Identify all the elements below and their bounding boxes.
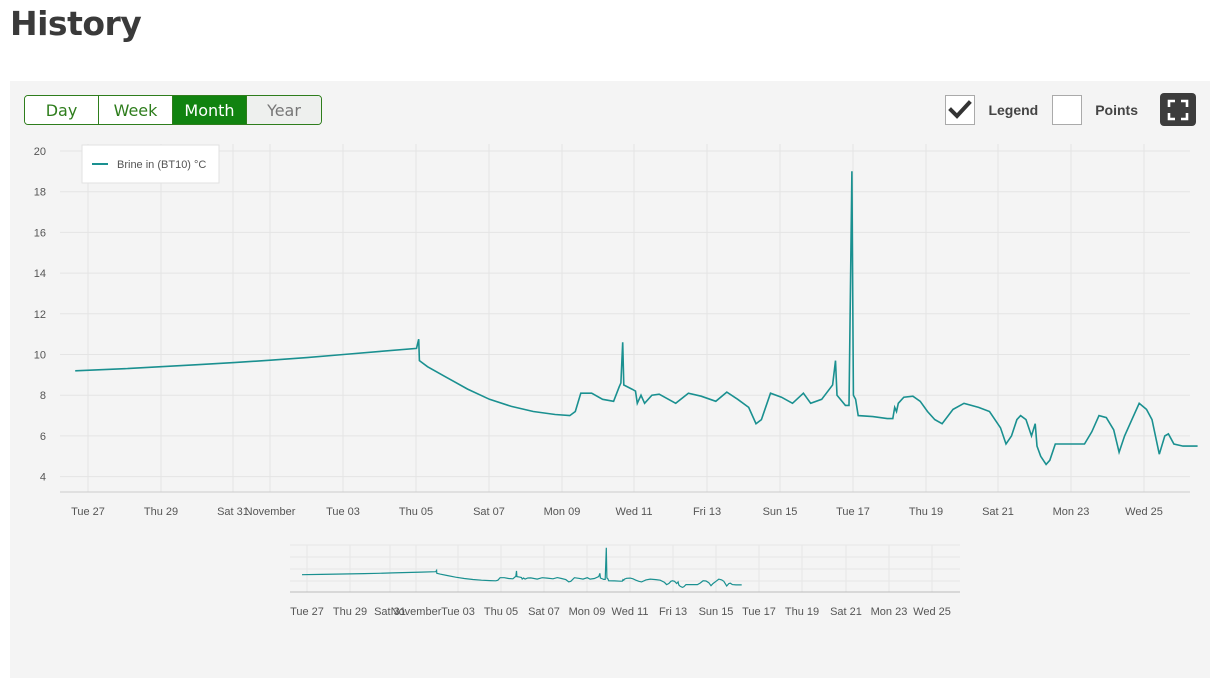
main-grid <box>60 144 1190 492</box>
x-tick-label: Thu 19 <box>909 506 943 518</box>
navigator-tick-label: Tue 03 <box>441 606 475 618</box>
navigator-tick-label: Thu 29 <box>333 606 367 618</box>
range-day-button[interactable]: Day <box>25 96 99 124</box>
x-tick-label: Tue 03 <box>326 506 360 518</box>
navigator-tick-label: Sat 31 <box>374 606 406 618</box>
x-tick-label: Mon 23 <box>1053 506 1090 518</box>
page-title: History <box>10 4 142 43</box>
navigator-tick-label: Sat 07 <box>528 606 560 618</box>
x-tick-label: Sat 21 <box>982 506 1014 518</box>
navigator-tick-label: Wed 25 <box>913 606 951 618</box>
navigator-grid <box>290 544 960 592</box>
x-tick-label: Mon 09 <box>544 506 581 518</box>
navigator-tick-label: Fri 13 <box>659 606 687 618</box>
navigator-tick-label: Tue 17 <box>742 606 776 618</box>
x-tick-label: Thu 05 <box>399 506 433 518</box>
legend-entry: Brine in (BT10) °C <box>117 159 206 171</box>
fullscreen-icon <box>1167 99 1189 120</box>
navigator-tick-label: Thu 05 <box>484 606 518 618</box>
fullscreen-button[interactable] <box>1160 93 1196 126</box>
x-tick-label: November <box>245 506 296 518</box>
x-tick-label: Thu 29 <box>144 506 178 518</box>
x-tick-label: Wed 25 <box>1125 506 1163 518</box>
x-tick-label: Sun 15 <box>763 506 798 518</box>
navigator-series-line <box>301 547 742 589</box>
y-tick-label: 18 <box>34 187 46 199</box>
navigator-tick-label: Mon 09 <box>569 606 606 618</box>
y-tick-label: 8 <box>40 390 46 402</box>
legend-label: Legend <box>988 101 1039 118</box>
check-icon <box>948 99 973 119</box>
x-tick-label: Sat 07 <box>473 506 505 518</box>
y-tick-label: 6 <box>40 431 46 443</box>
navigator-tick-label: Sat 21 <box>830 606 862 618</box>
x-tick-label: Fri 13 <box>693 506 721 518</box>
y-tick-label: 20 <box>34 146 46 158</box>
x-tick-label: Sat 31 <box>217 506 249 518</box>
navigator-tick-label: Mon 23 <box>871 606 908 618</box>
navigator-tick-label: Tue 27 <box>290 606 324 618</box>
x-tick-label: Tue 27 <box>71 506 105 518</box>
points-checkbox[interactable] <box>1052 94 1083 125</box>
navigator-tick-label: Thu 19 <box>785 606 819 618</box>
y-tick-label: 10 <box>34 350 46 362</box>
y-axis-ticks: 20 18 16 14 12 10 8 6 4 <box>34 146 46 484</box>
x-tick-label: Tue 17 <box>836 506 870 518</box>
chart-legend: Brine in (BT10) °C <box>81 144 220 184</box>
navigator-tick-label: Wed 11 <box>612 606 649 618</box>
y-tick-label: 12 <box>34 309 46 321</box>
navigator-tick-label: Sun 15 <box>699 606 734 618</box>
points-label: Points <box>1095 101 1138 118</box>
y-tick-label: 16 <box>34 227 46 239</box>
navigator-tick-label: November <box>391 606 442 618</box>
series-line-brine-in <box>75 171 1198 466</box>
range-year-button[interactable]: Year <box>247 96 321 124</box>
y-tick-label: 14 <box>34 268 46 280</box>
range-month-button[interactable]: Month <box>173 96 247 124</box>
range-week-button[interactable]: Week <box>99 96 173 124</box>
x-tick-label: Wed 11 <box>616 506 653 518</box>
y-tick-label: 4 <box>40 472 46 484</box>
legend-checkbox[interactable] <box>945 94 976 125</box>
range-selector: Day Week Month Year <box>24 95 322 125</box>
chart-toggles: Legend Points <box>945 93 1196 126</box>
